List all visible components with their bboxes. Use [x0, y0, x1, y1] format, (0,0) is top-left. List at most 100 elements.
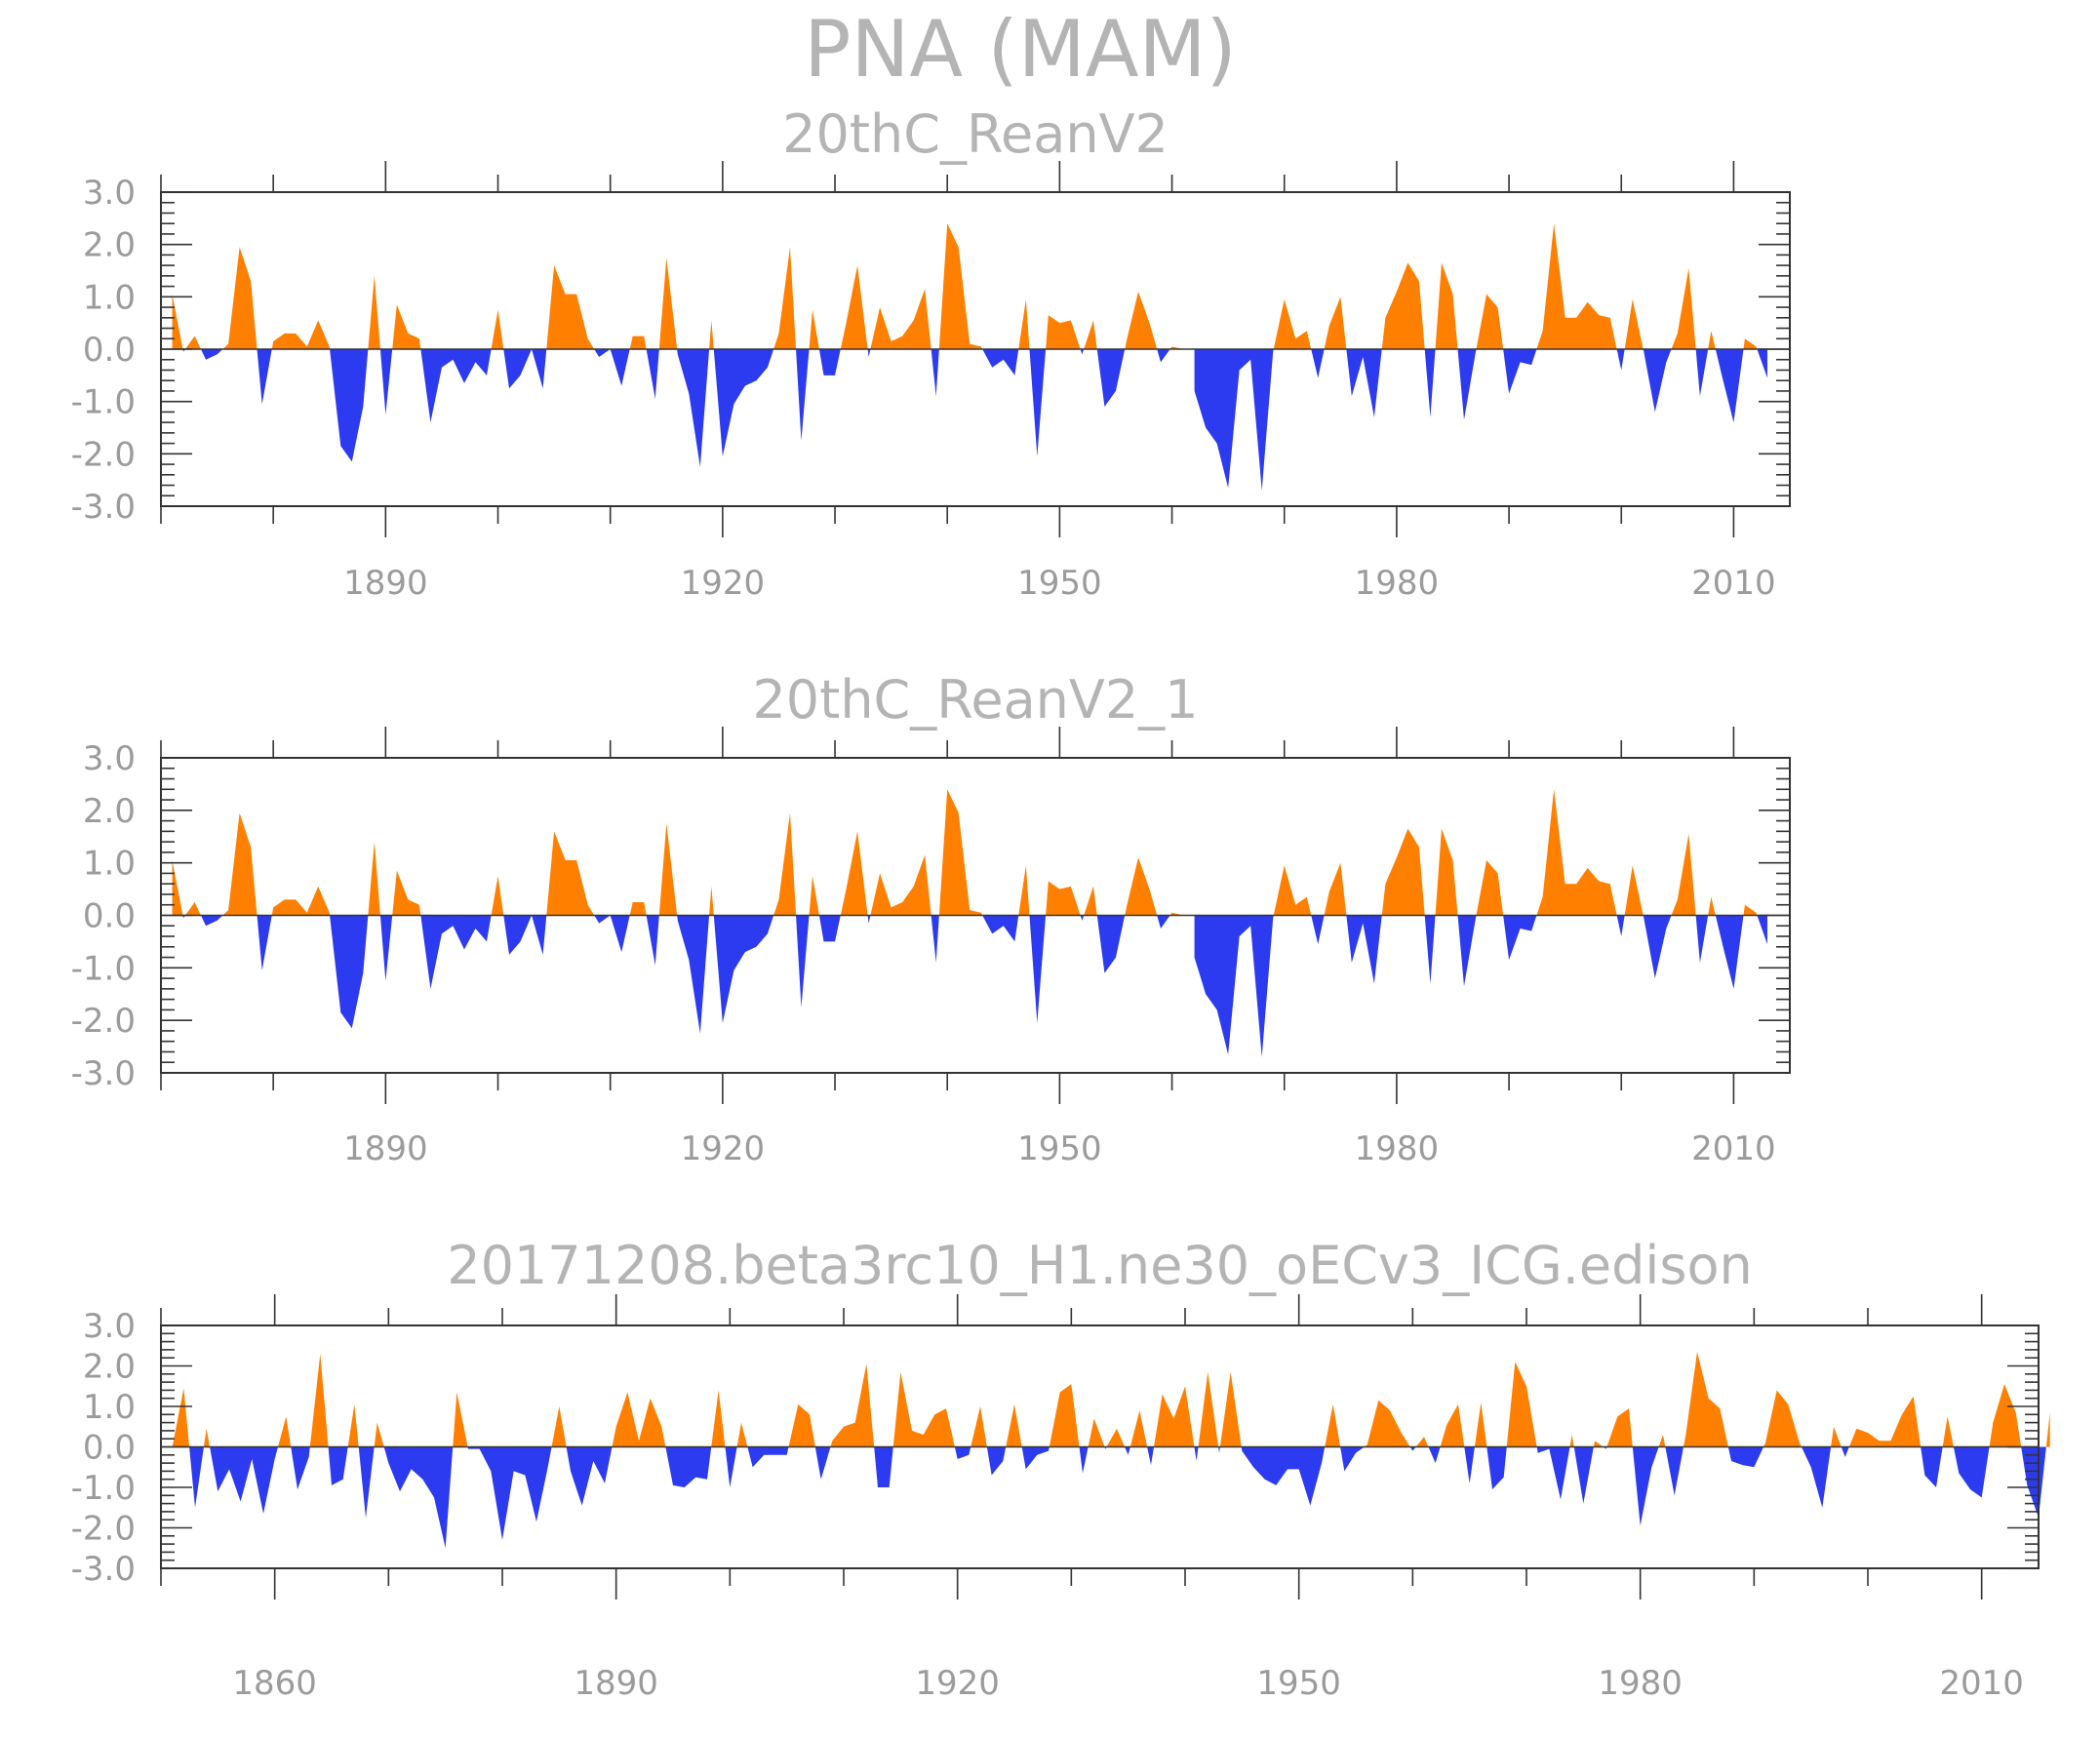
positive-anomaly-area	[773, 812, 797, 916]
positive-anomaly-area	[551, 1406, 567, 1447]
positive-anomaly-area	[709, 320, 714, 349]
negative-anomaly-area	[1311, 915, 1325, 945]
positive-anomaly-area	[1435, 828, 1458, 916]
negative-anomaly-area	[328, 1446, 348, 1485]
negative-anomaly-area	[1194, 349, 1274, 491]
panel-title: 20171208.beta3rc10_H1.ne30_oECv3_ICG.edi…	[447, 1235, 1753, 1296]
positive-anomaly-area	[709, 886, 714, 916]
positive-anomaly-area	[491, 876, 504, 916]
positive-anomaly-area	[1942, 1416, 1954, 1447]
y-tick-label: 0.0	[83, 331, 136, 370]
x-tick-label: 1980	[1598, 1664, 1683, 1703]
negative-anomaly-area	[420, 349, 492, 423]
negative-anomaly-area	[1147, 1446, 1154, 1466]
positive-anomaly-area	[1325, 1403, 1341, 1447]
y-tick-label: 2.0	[83, 226, 136, 265]
negative-anomaly-area	[200, 915, 223, 927]
negative-anomaly-area	[1841, 1446, 1849, 1457]
negative-anomaly-area	[931, 349, 939, 397]
negative-anomaly-area	[291, 1446, 310, 1490]
negative-anomaly-area	[1486, 1446, 1507, 1490]
y-tick-label: -2.0	[71, 435, 136, 474]
negative-anomaly-area	[1715, 915, 1744, 989]
positive-anomaly-area	[2045, 1412, 2050, 1447]
positive-anomaly-area	[1049, 1384, 1080, 1447]
positive-anomaly-area	[830, 1364, 875, 1447]
negative-anomaly-area	[1157, 349, 1170, 363]
positive-anomaly-area	[392, 870, 421, 916]
positive-anomaly-area	[658, 257, 678, 349]
y-tick-label: 2.0	[83, 1348, 136, 1387]
y-tick-label: 3.0	[83, 174, 136, 213]
negative-anomaly-area	[1194, 1446, 1199, 1462]
negative-anomaly-area	[796, 349, 810, 441]
positive-anomaly-area	[1084, 886, 1097, 916]
positive-anomaly-area	[870, 854, 931, 916]
positive-anomaly-area	[629, 902, 647, 916]
negative-anomaly-area	[1157, 915, 1170, 929]
negative-anomaly-area	[677, 349, 710, 467]
positive-anomaly-area	[271, 886, 331, 916]
positive-anomaly-area	[736, 1422, 748, 1447]
negative-anomaly-area	[1424, 349, 1436, 417]
positive-anomaly-area	[1593, 1441, 1604, 1447]
panel-title: 20thC_ReanV2	[782, 103, 1169, 165]
negative-anomaly-area	[1616, 349, 1625, 371]
negative-anomaly-area	[1029, 915, 1047, 1023]
positive-anomaly-area	[1743, 904, 1758, 916]
positive-anomaly-area	[1743, 338, 1758, 349]
negative-anomaly-area	[1096, 349, 1126, 408]
positive-anomaly-area	[374, 1422, 384, 1447]
x-tick-label: 1890	[343, 1129, 428, 1168]
negative-anomaly-area	[1953, 1446, 1990, 1498]
negative-anomaly-area	[646, 915, 659, 966]
x-tick-label: 1860	[232, 1664, 317, 1703]
y-tick-label: 1.0	[83, 1388, 136, 1427]
negative-anomaly-area	[982, 915, 1019, 942]
positive-anomaly-area	[658, 823, 678, 916]
positive-anomaly-area	[971, 1406, 987, 1447]
positive-anomaly-area	[1084, 320, 1097, 349]
positive-anomaly-area	[1324, 862, 1347, 916]
positive-anomaly-area	[392, 304, 421, 349]
positive-anomaly-area	[546, 265, 595, 349]
negative-anomaly-area	[1457, 915, 1477, 987]
positive-anomaly-area	[1324, 296, 1347, 349]
negative-anomaly-area	[1573, 1446, 1594, 1504]
negative-anomaly-area	[358, 1446, 375, 1519]
positive-anomaly-area	[1125, 857, 1158, 916]
y-tick-label: -1.0	[71, 949, 136, 988]
positive-anomaly-area	[546, 831, 595, 916]
positive-anomaly-area	[1018, 865, 1030, 916]
positive-anomaly-area	[222, 247, 258, 349]
positive-anomaly-area	[1474, 1402, 1487, 1447]
negative-anomaly-area	[594, 915, 630, 953]
negative-anomaly-area	[503, 349, 547, 389]
negative-anomaly-area	[379, 915, 393, 981]
positive-anomaly-area	[773, 247, 797, 349]
negative-anomaly-area	[1643, 349, 1672, 413]
negative-anomaly-area	[379, 349, 393, 415]
y-tick-label: 0.0	[83, 897, 136, 936]
positive-anomaly-area	[788, 1403, 815, 1447]
negative-anomaly-area	[1079, 1446, 1089, 1474]
positive-anomaly-area	[1684, 1351, 1728, 1447]
panel-1: 20thC_ReanV2 -3.0 -2.0 -1.0 0.0 1.0 2.0 3.0 1890…	[71, 103, 1791, 603]
positive-anomaly-area	[368, 275, 380, 349]
positive-anomaly-area	[1435, 262, 1458, 349]
negative-anomaly-area	[1096, 915, 1126, 973]
negative-anomaly-area	[874, 1446, 893, 1487]
y-tick-label: 2.0	[83, 792, 136, 831]
x-tick-label: 1890	[574, 1664, 658, 1703]
positive-anomaly-area	[172, 294, 183, 349]
negative-anomaly-area	[330, 349, 369, 462]
positive-anomaly-area	[612, 1392, 666, 1447]
positive-anomaly-area	[840, 265, 868, 349]
x-tick-label: 1950	[1256, 1664, 1341, 1703]
negative-anomaly-area	[1340, 1446, 1365, 1472]
negative-anomaly-area	[1424, 915, 1436, 984]
positive-anomaly-area	[184, 336, 201, 349]
negative-anomaly-area	[867, 915, 871, 924]
panel-title: 20thC_ReanV2_1	[752, 669, 1198, 731]
figure-title: PNA (MAM)	[804, 4, 1236, 95]
